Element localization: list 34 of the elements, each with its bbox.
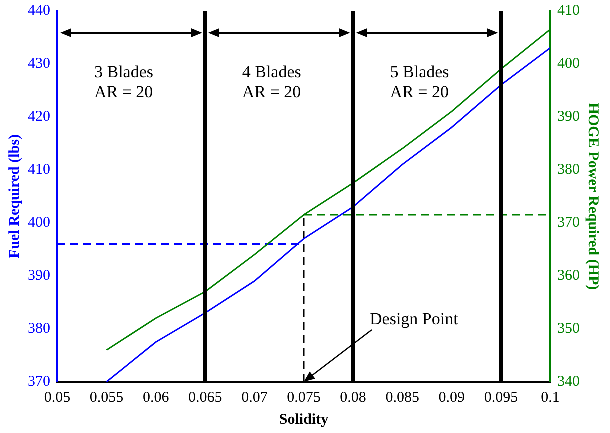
x-tick-label: 0.08 [340,390,366,406]
y-tick-label: 380 [28,320,50,337]
y2-tick-label: 350 [558,320,580,337]
x-tick-label: 0.085 [386,390,420,406]
annotation: Design Point [370,309,459,328]
x-tick-label: 0.065 [188,390,222,406]
y-tick-label: 370 [28,374,50,390]
annotation: 4 Blades AR = 20 [242,62,302,102]
y2-tick-label: 370 [558,214,580,231]
y-tick-label: 410 [28,162,50,178]
x-tick-label: 0.05 [44,390,71,406]
y2-tick-label: 410 [558,2,580,19]
x-axis-title: Solidity [279,412,330,428]
y2-tick-label: 360 [558,268,580,284]
x-tick-label: 0.06 [142,390,170,406]
y-axis-title: Fuel Required (lbs) [6,134,23,258]
y2-tick-label: 380 [558,162,580,178]
y2-tick-label: 400 [558,56,580,72]
y-tick-label: 400 [28,214,50,231]
y2-tick-label: 390 [558,108,580,125]
y2-axis-title: HOGE Power Required (HP) [585,102,602,290]
annotation: 5 Blades AR = 20 [390,62,450,102]
x-tick-label: 0.075 [287,390,321,406]
y2-tick-label: 340 [558,374,580,390]
x-tick-label: 0.095 [484,390,518,406]
x-tick-label: 0.055 [90,390,124,406]
y-tick-label: 440 [28,2,50,19]
x-tick-label: 0.09 [438,390,466,406]
x-tick-label: 0.1 [541,390,560,406]
x-tick-label: 0.07 [242,390,268,406]
y-tick-label: 420 [28,108,50,125]
annotation: 3 Blades AR = 20 [94,62,154,102]
y-tick-label: 430 [28,56,50,72]
y-tick-label: 390 [28,268,50,284]
